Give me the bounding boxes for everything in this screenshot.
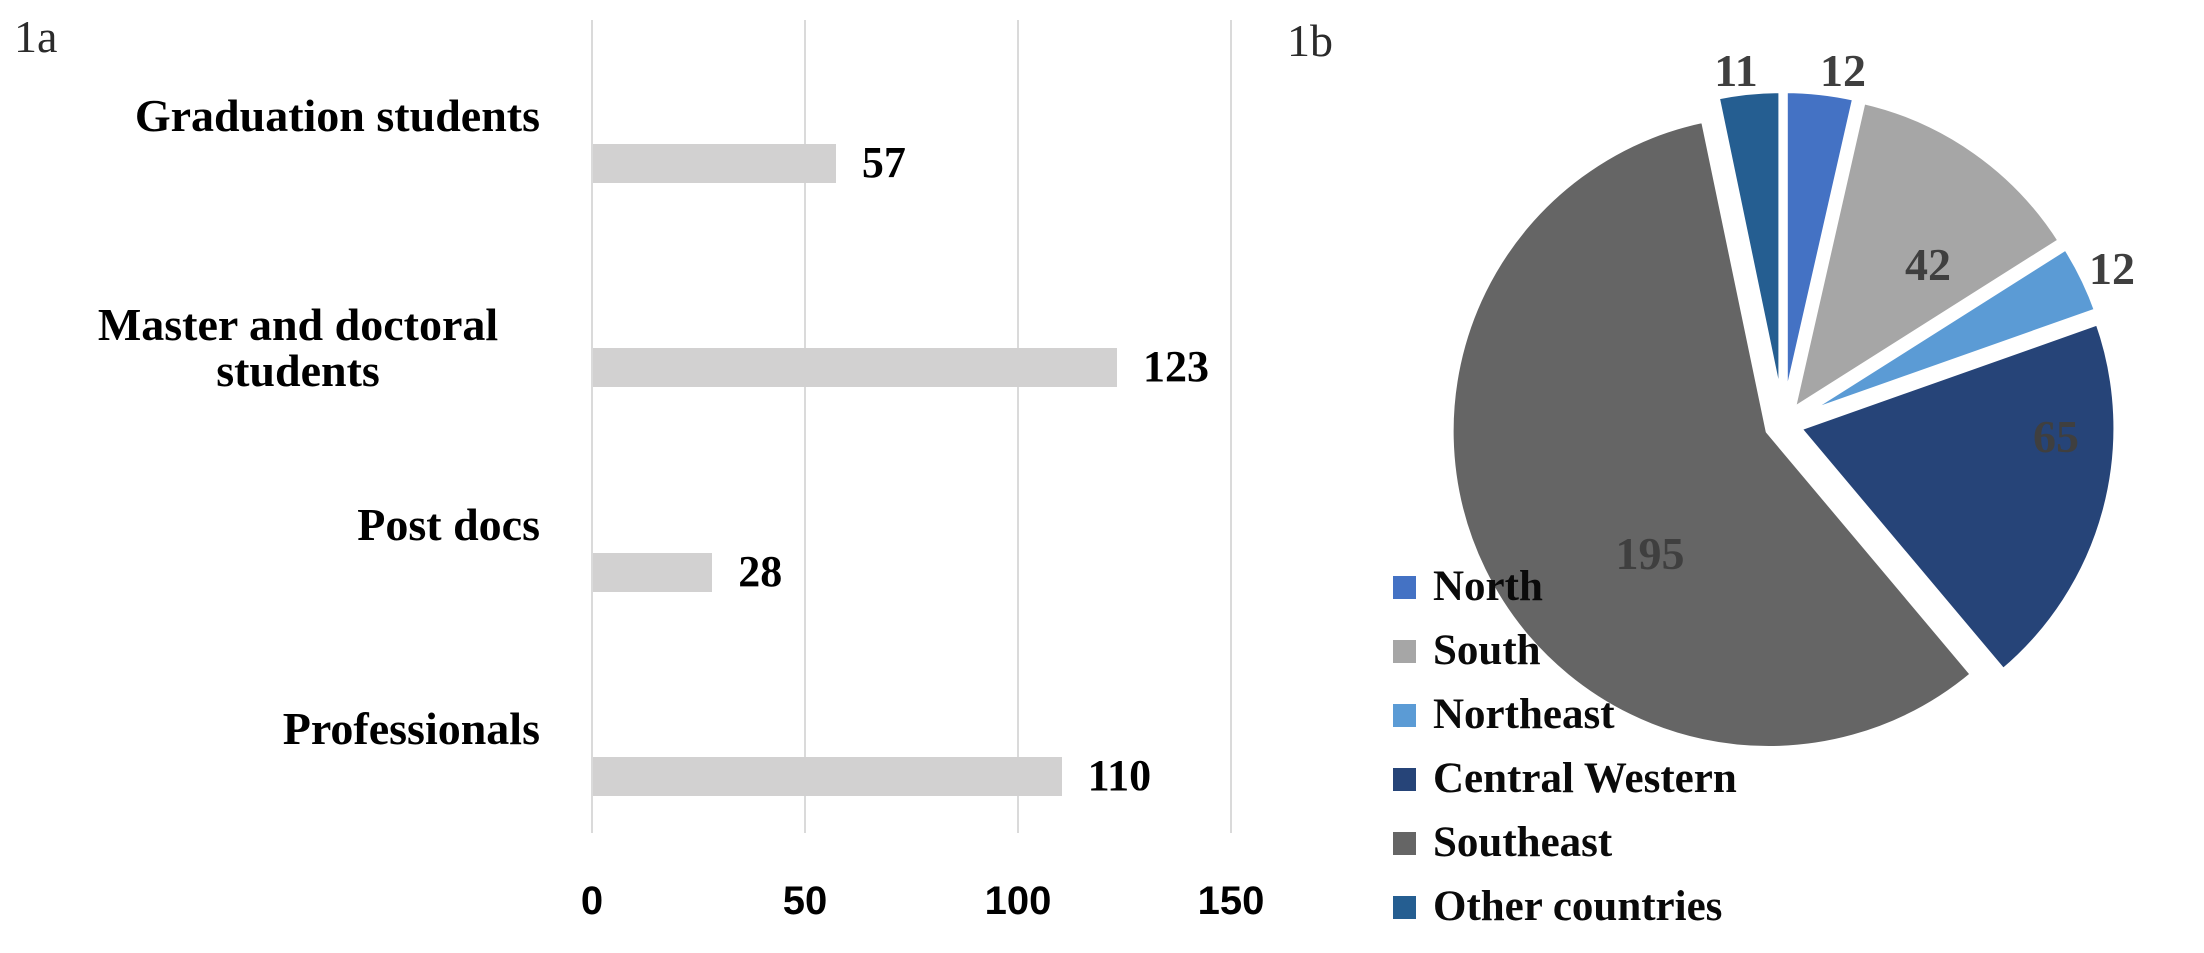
x-tick-label: 0: [580, 879, 604, 923]
legend-label: Other countries: [1433, 883, 1723, 930]
legend-marker: [1393, 767, 1416, 791]
bar-value-label: 123: [1142, 342, 1209, 391]
legend-label: North: [1433, 563, 1543, 610]
pie-value-label: 65: [2033, 411, 2079, 462]
legend-marker: [1393, 703, 1416, 727]
legend-label: Northeast: [1433, 691, 1615, 738]
gridline: [1230, 20, 1232, 833]
category-label: Master and doctoral students: [97, 299, 499, 396]
bar-value-label: 57: [861, 138, 906, 187]
panel-a-label: 1a: [14, 11, 58, 62]
legend-marker: [1393, 895, 1416, 919]
pie-slice-central-western: [1795, 319, 2120, 675]
gridline: [1017, 20, 1019, 833]
bar: [593, 757, 1062, 796]
gridline: [804, 20, 806, 833]
legend-label: Southeast: [1433, 819, 1613, 866]
legend-marker: [1393, 575, 1416, 599]
pie-value-label: 11: [1714, 45, 1757, 96]
category-label: Graduation students: [134, 90, 540, 141]
category-label: Post docs: [357, 499, 540, 550]
bar-value-label: 110: [1087, 751, 1152, 800]
pie-value-label: 12: [2089, 243, 2135, 294]
panel-b-label: 1b: [1287, 15, 1333, 66]
legend-item-central-western: Central Western: [1393, 756, 1737, 802]
gridline: [591, 20, 593, 833]
pie-value-label: 12: [1820, 45, 1866, 96]
x-tick-label: 100: [984, 879, 1052, 923]
pie-value-label: 195: [1616, 528, 1685, 579]
bar: [593, 348, 1117, 387]
pie-slice-north: [1781, 87, 1859, 412]
bar: [593, 553, 712, 592]
bar: [593, 144, 836, 183]
legend-item-northeast: Northeast: [1393, 692, 1615, 738]
legend-marker: [1393, 639, 1416, 663]
pie-slice-southeast: [1447, 116, 1977, 753]
legend-marker: [1393, 831, 1416, 855]
pie-slice-south: [1789, 97, 2064, 414]
bar-value-label: 28: [738, 547, 783, 596]
legend-item-southeast: Southeast: [1393, 820, 1612, 866]
legend-item-south: South: [1393, 628, 1541, 674]
x-tick-label: 150: [1197, 879, 1265, 923]
legend-item-north: North: [1393, 564, 1543, 610]
category-label: Professionals: [282, 703, 540, 754]
legend-label: Central Western: [1433, 755, 1737, 802]
x-tick-label: 50: [782, 879, 828, 923]
legend-label: South: [1433, 627, 1541, 674]
pie-slice-other-countries: [1713, 87, 1785, 412]
legend-item-other-countries: Other countries: [1393, 884, 1722, 930]
pie-slice-northeast: [1794, 244, 2101, 420]
pie-value-label: 42: [1905, 239, 1951, 290]
